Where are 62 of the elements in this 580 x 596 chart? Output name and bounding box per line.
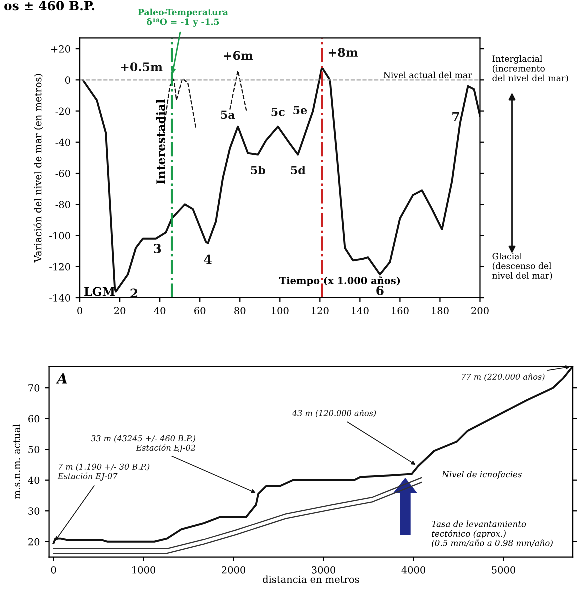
x-tick-label: 160	[392, 307, 409, 315]
x-tick-label: 100	[272, 307, 289, 315]
ref-line-label: Nivel actual del mar	[384, 72, 472, 78]
x-tick-label: 2000	[222, 566, 246, 574]
x-tick-label: 3000	[312, 566, 336, 574]
y-tick-label: 20	[28, 538, 40, 546]
annotation: Paleo-Temperatura δ¹⁸O = -1 y -1.5	[138, 8, 228, 28]
x-tick-label: 40	[154, 307, 166, 315]
y-axis-title: Variación del nivel de mar (en metros)	[34, 74, 44, 263]
x-tick-label: 80	[234, 307, 246, 315]
x-tick-label: 1000	[132, 566, 156, 574]
y-tick-label: -140	[50, 294, 70, 302]
annotation: 6	[376, 286, 384, 296]
text: os ± 460 B.P.	[4, 1, 95, 11]
y-tick-label: -100	[50, 232, 70, 240]
text: Interglacial (incremento del nivel del mar)	[492, 55, 568, 83]
y-tick-label: -120	[50, 263, 70, 271]
annotation: 33 m (43245 +/- 460 B.P.) Estación EJ-02	[91, 435, 196, 453]
annotation: Nivel de icnofacies	[442, 471, 522, 480]
y-tick-label: -20	[56, 108, 70, 116]
y-tick-label: -80	[56, 201, 70, 208]
annotation: Tasa de levantamiento tectónico (aprox.) (0.5 mm/año a 0.98 mm/año)	[432, 520, 553, 548]
x-tick-label: 180	[432, 307, 449, 315]
x-axis-title: Tiempo (x 1.000 años)	[279, 276, 400, 286]
annotation: 7 m (1.190 +/- 30 B.P.) Estación EJ-07	[58, 464, 150, 481]
x-tick-label: 20	[114, 307, 126, 315]
y-tick-label: +20	[52, 46, 70, 53]
annotation: 5a	[221, 110, 236, 120]
x-tick-label: 5000	[492, 566, 516, 574]
annotation: 5c	[272, 108, 285, 116]
annotation: 5e	[294, 106, 308, 114]
y-tick-label: 0	[65, 76, 70, 84]
annotation: 4	[204, 254, 212, 264]
text: Glacial (descenso del nivel del mar)	[492, 253, 552, 280]
y-tick-label: -40	[56, 138, 70, 146]
y-tick-label: -60	[56, 170, 70, 178]
y-axis-title: m.s.n.m. actual	[12, 424, 20, 500]
annotation: Interestadial	[156, 100, 166, 184]
x-tick-label: 60	[194, 307, 206, 315]
annotation: 43 m (120.000 años)	[292, 410, 376, 418]
annotation: 2	[130, 288, 138, 298]
x-tick-label: 4000	[402, 566, 426, 574]
annotation: LGM	[84, 287, 115, 296]
annotation: 3	[154, 244, 162, 254]
annotation: 5b	[251, 166, 266, 175]
y-tick-label: 60	[28, 415, 40, 423]
x-tick-label: 0	[78, 307, 82, 315]
annotation: 5d	[291, 166, 306, 175]
annotation: +6m	[224, 51, 254, 60]
annotation: +0.5m	[121, 62, 163, 72]
y-tick-label: 40	[28, 476, 40, 484]
annotation: +8m	[328, 48, 358, 58]
x-tick-label: 200	[472, 307, 489, 315]
x-tick-label: 140	[352, 307, 369, 315]
annotation: 7	[452, 112, 460, 122]
annotation: A	[56, 374, 68, 384]
y-tick-label: 70	[28, 384, 40, 392]
x-tick-label: 120	[312, 307, 329, 315]
annotation: 77 m (220.000 años)	[462, 374, 545, 382]
x-axis-title: distancia en metros	[263, 576, 360, 584]
y-tick-label: 30	[28, 508, 40, 515]
y-tick-label: 50	[28, 446, 40, 454]
